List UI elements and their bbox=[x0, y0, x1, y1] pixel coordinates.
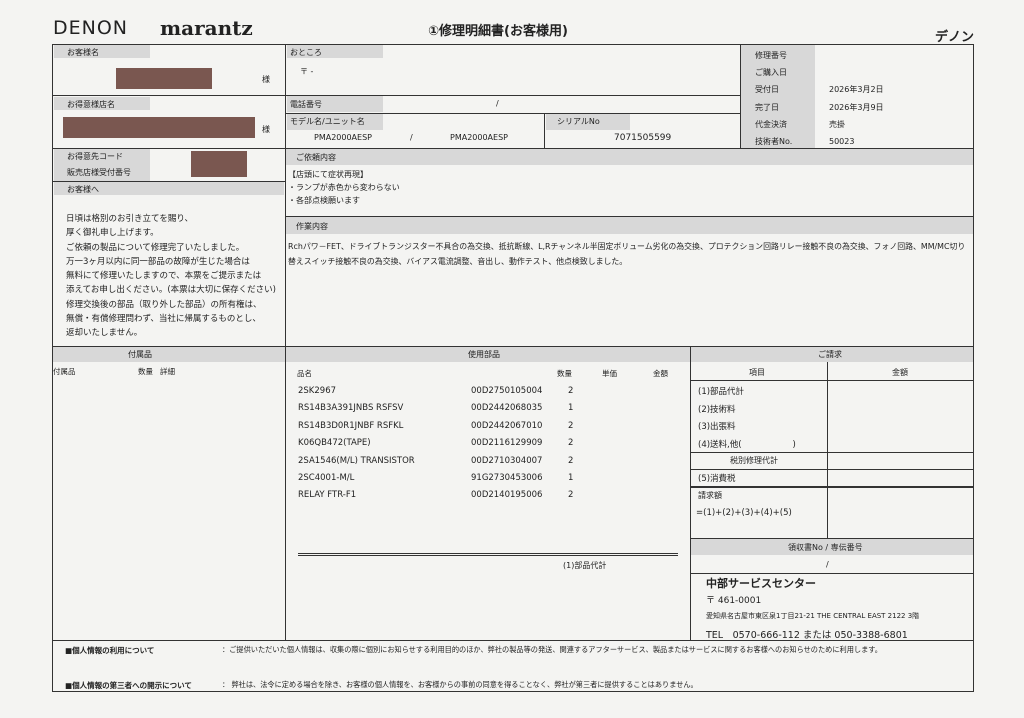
accessories-col-qty: 数量 bbox=[138, 367, 153, 376]
table-row: RS14B3D0R1JNBF RSFKL 00D2442067010 2 bbox=[298, 420, 574, 431]
parts-col-qty: 数量 bbox=[557, 369, 572, 378]
table-row: RS14B3A391JNBS RSFSV 00D2442068035 1 bbox=[298, 403, 574, 414]
accessories-col-detail: 詳細 bbox=[160, 367, 175, 376]
receipt-label: 領収書No / 専伝番号 bbox=[788, 543, 863, 552]
unit-value: PMA2000AESP bbox=[450, 133, 508, 142]
serial-label: シリアルNo bbox=[557, 117, 600, 126]
model-label: モデル名/ユニット名 bbox=[290, 117, 365, 126]
service-center-address: 愛知県名古屋市東区泉1丁目21-21 THE CENTRAL EAST 2122… bbox=[706, 612, 920, 620]
billing-col-amount: 金額 bbox=[892, 368, 908, 377]
accessories-col-name: 付属品 bbox=[53, 367, 76, 376]
parts-col-unit: 単価 bbox=[602, 369, 617, 378]
phone-label: 電話番号 bbox=[290, 100, 322, 109]
billing-header: ご請求 bbox=[818, 350, 842, 359]
table-row: 2SK2967 00D2750105004 2 bbox=[298, 386, 574, 396]
table-row: 2SC4001-M/L 91G2730453006 1 bbox=[298, 473, 574, 484]
privacy-use-text: ：ご提供いただいた個人情報は、収集の際に個別にお知らせする利用目的のほか、弊社の… bbox=[222, 645, 882, 654]
info-labels: 修理番号ご購入日受付日完了日代金決済代金決済技術者No. bbox=[755, 51, 793, 147]
page-title: ①修理明細書(お客様用) bbox=[428, 24, 568, 39]
service-center-tel: TEL 0570-666-112 または 050-3388-6801 bbox=[706, 630, 908, 641]
customer-name-label: お客様名 bbox=[67, 48, 99, 57]
service-center-zip: 〒 461-0001 bbox=[706, 596, 762, 606]
marantz-logo: marantz bbox=[160, 16, 253, 40]
denon-logo: DENON bbox=[53, 17, 129, 39]
company-label: デノン bbox=[935, 30, 975, 45]
dealer-code-label: お得意先コード bbox=[67, 152, 123, 161]
form-frame bbox=[52, 44, 974, 692]
redacted-dealer-code bbox=[191, 151, 247, 177]
table-row: K06QB472(TAPE) 00D2116129909 2 bbox=[298, 438, 574, 449]
billing-col-item: 項目 bbox=[749, 368, 765, 377]
work-label: 作業内容 bbox=[296, 222, 328, 231]
billing-total-formula: =(1)+(2)+(3)+(4)+(5) bbox=[696, 508, 792, 518]
customer-message: 日頃は格別のお引き立てを賜り、 厚く御礼申し上げます。 ご依頼の製品について修理完了… bbox=[66, 214, 276, 339]
serial-value: 7071505599 bbox=[614, 133, 672, 143]
info-values: 2026年3月2日 2026年3月9日 売掛 50023 bbox=[829, 85, 884, 147]
dealer-name-label: お得意様店名 bbox=[67, 100, 115, 109]
parts-table: 2SK2967 00D2750105004 2 RS14B3A391JNBS RSF… bbox=[298, 383, 573, 505]
receipt-number-label: 販売店様受付番号 bbox=[67, 168, 131, 177]
address-value: 〒 - bbox=[300, 67, 314, 76]
privacy-use-label: ■個人情報の利用について bbox=[65, 646, 155, 655]
privacy-disclosure-text: ： 弊社は、法令に定める場合を除き、お客様の個人情報を、お客様からの事前の同意を… bbox=[222, 680, 698, 689]
request-content: 【店頭にて症状再現】 ・ランプが赤色から変わらない ・各部点検願います bbox=[288, 170, 400, 205]
receipt-value: / bbox=[826, 560, 829, 569]
redacted-customer-name bbox=[116, 68, 212, 89]
parts-subtotal-label: (1)部品代計 bbox=[563, 561, 607, 570]
billing-total-label: 請求額 bbox=[698, 491, 722, 500]
billing-items: (1)部品代計 (2)技術料 (3)出張料 (4)送料,他( ) bbox=[698, 387, 796, 450]
billing-tax: (5)消費税 bbox=[698, 474, 736, 484]
phone-value: / bbox=[496, 99, 499, 108]
model-slash: / bbox=[410, 133, 413, 142]
address-label: おところ bbox=[290, 48, 322, 57]
table-row: RELAY FTR-F1 00D2140195006 2 bbox=[298, 490, 574, 501]
privacy-disclosure-label: ■個人情報の第三者への開示について bbox=[65, 681, 192, 690]
table-row: 2SA1546(M/L) TRANSISTOR 00D2710304007 2 bbox=[298, 455, 574, 466]
parts-col-name: 品名 bbox=[297, 369, 312, 378]
accessories-header: 付属品 bbox=[128, 350, 152, 359]
to-customer-label: お客様へ bbox=[67, 185, 99, 194]
honorific: 様 bbox=[262, 75, 270, 84]
honorific: 様 bbox=[262, 125, 270, 134]
redacted-dealer-name bbox=[63, 117, 255, 138]
model-value: PMA2000AESP bbox=[314, 133, 372, 142]
request-label: ご依頼内容 bbox=[296, 153, 336, 162]
service-center-name: 中部サービスセンター bbox=[706, 577, 816, 590]
work-content: Rchパワ－FET、ドライブトランジスター不具合の為交換、抵抗断線、L,Rチャン… bbox=[288, 242, 966, 266]
billing-pretax: 税別修理代計 bbox=[730, 456, 778, 465]
parts-col-amount: 金額 bbox=[653, 369, 668, 378]
parts-header: 使用部品 bbox=[468, 350, 500, 359]
